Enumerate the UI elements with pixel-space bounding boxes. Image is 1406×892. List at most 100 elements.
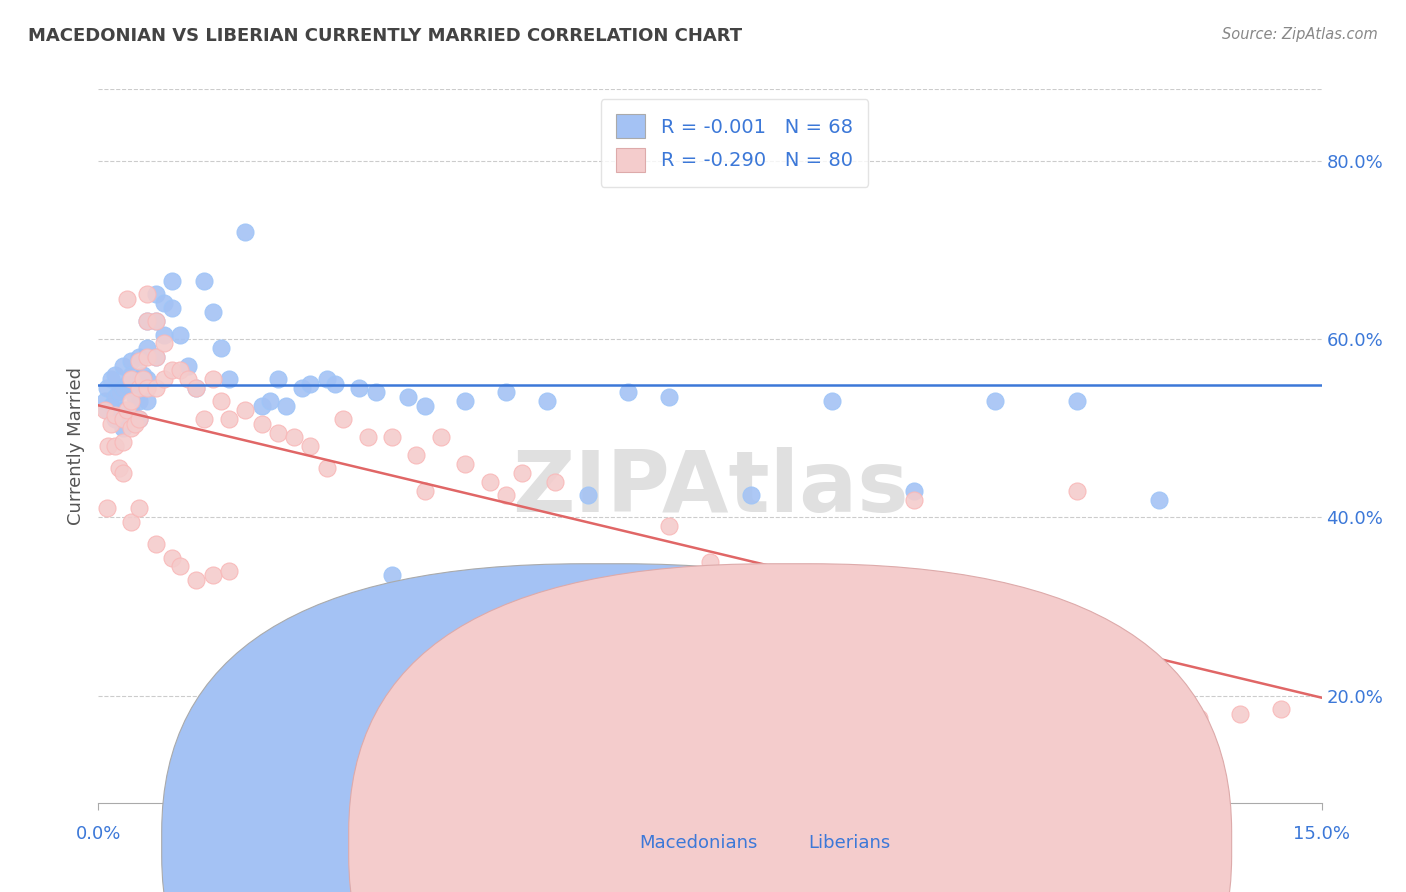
- Point: [267, 372, 290, 386]
- Text: 15.0%: 15.0%: [1294, 825, 1350, 843]
- Point: [111, 412, 134, 426]
- Point: [201, 568, 224, 582]
- Point: [576, 488, 599, 502]
- Point: [364, 385, 387, 400]
- Point: [152, 336, 174, 351]
- FancyBboxPatch shape: [162, 564, 1045, 892]
- Point: [186, 381, 208, 395]
- Point: [136, 314, 159, 328]
- Point: [128, 501, 150, 516]
- Point: [128, 394, 150, 409]
- Point: [617, 385, 640, 400]
- Point: [356, 430, 378, 444]
- Point: [274, 399, 297, 413]
- Point: [821, 608, 844, 623]
- Point: [617, 591, 640, 605]
- Point: [495, 385, 517, 400]
- Point: [201, 372, 224, 386]
- Point: [128, 354, 150, 368]
- Point: [120, 421, 142, 435]
- Point: [145, 350, 167, 364]
- Point: [250, 399, 273, 413]
- Point: [201, 305, 224, 319]
- Point: [1107, 640, 1129, 654]
- Point: [315, 372, 337, 386]
- Point: [186, 573, 208, 587]
- Point: [136, 350, 159, 364]
- Point: [115, 292, 138, 306]
- Point: [1066, 483, 1088, 498]
- Point: [218, 372, 240, 386]
- Point: [740, 622, 762, 636]
- Point: [124, 390, 146, 404]
- Point: [1270, 702, 1292, 716]
- Point: [120, 515, 142, 529]
- Text: Macedonians: Macedonians: [640, 834, 758, 852]
- Y-axis label: Currently Married: Currently Married: [67, 367, 86, 525]
- Point: [381, 430, 404, 444]
- Point: [740, 488, 762, 502]
- Point: [169, 559, 191, 574]
- Point: [111, 381, 134, 395]
- Point: [120, 368, 142, 382]
- Point: [454, 457, 477, 471]
- Point: [1025, 635, 1047, 649]
- Point: [128, 412, 150, 426]
- Point: [128, 412, 150, 426]
- Point: [984, 608, 1007, 623]
- Point: [104, 408, 127, 422]
- Point: [821, 394, 844, 409]
- Point: [658, 390, 681, 404]
- Point: [315, 461, 337, 475]
- Point: [780, 591, 803, 605]
- Point: [218, 564, 240, 578]
- Point: [120, 403, 142, 417]
- Point: [100, 372, 122, 386]
- Point: [658, 519, 681, 533]
- Point: [984, 394, 1007, 409]
- Point: [152, 296, 174, 310]
- Point: [111, 466, 134, 480]
- Point: [96, 381, 118, 395]
- Point: [177, 372, 200, 386]
- Point: [430, 430, 453, 444]
- Text: Liberians: Liberians: [808, 834, 890, 852]
- Point: [160, 274, 183, 288]
- Point: [381, 568, 404, 582]
- Point: [862, 635, 884, 649]
- Point: [160, 363, 183, 377]
- Point: [115, 376, 138, 391]
- Point: [209, 341, 232, 355]
- Point: [1147, 492, 1170, 507]
- Point: [136, 287, 159, 301]
- Point: [108, 385, 131, 400]
- Point: [136, 372, 159, 386]
- Legend: R = -0.001   N = 68, R = -0.290   N = 80: R = -0.001 N = 68, R = -0.290 N = 80: [600, 99, 869, 187]
- Point: [283, 430, 305, 444]
- Point: [233, 225, 256, 239]
- Point: [1188, 711, 1211, 725]
- Point: [128, 381, 150, 395]
- Point: [291, 381, 314, 395]
- Point: [413, 483, 436, 498]
- Point: [111, 403, 134, 417]
- Point: [128, 372, 150, 386]
- Point: [323, 376, 346, 391]
- Point: [544, 475, 567, 489]
- Point: [136, 381, 159, 395]
- Point: [145, 381, 167, 395]
- Text: ZIPAtlas: ZIPAtlas: [512, 447, 908, 531]
- Point: [132, 368, 155, 382]
- Point: [413, 399, 436, 413]
- Point: [104, 412, 127, 426]
- Point: [108, 461, 131, 475]
- Point: [124, 417, 146, 431]
- Point: [104, 390, 127, 404]
- Point: [104, 368, 127, 382]
- Point: [536, 394, 558, 409]
- Point: [94, 394, 117, 409]
- Point: [576, 582, 599, 596]
- Point: [250, 417, 273, 431]
- Point: [128, 350, 150, 364]
- Point: [145, 314, 167, 328]
